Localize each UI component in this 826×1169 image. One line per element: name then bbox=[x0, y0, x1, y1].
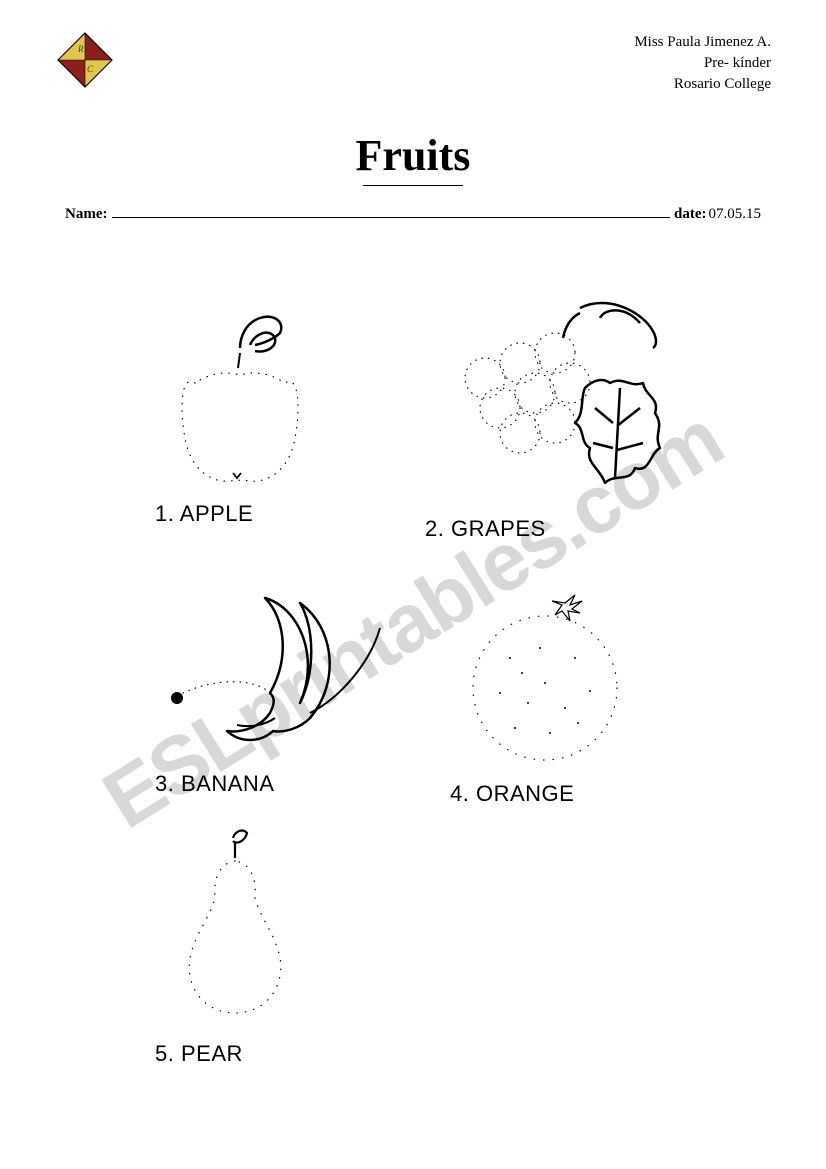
worksheet-area: 1. APPLE 2. GRAPES 3. BANANA bbox=[55, 303, 771, 1103]
logo-letter-c: C bbox=[87, 64, 94, 74]
fruit-item-pear: 5. PEAR bbox=[155, 823, 315, 1067]
fruit-label-orange: 4. ORANGE bbox=[450, 781, 640, 807]
fruit-label-apple: 1. APPLE bbox=[155, 501, 325, 527]
school-logo: R C bbox=[55, 30, 115, 90]
header: R C Miss Paula Jimenez A. Pre- kínder Ro… bbox=[55, 30, 771, 95]
teacher-name: Miss Paula Jimenez A. bbox=[634, 32, 771, 53]
banana-icon bbox=[155, 583, 405, 763]
page-title: Fruits bbox=[55, 130, 771, 181]
header-info: Miss Paula Jimenez A. Pre- kínder Rosari… bbox=[634, 30, 771, 95]
apple-icon bbox=[155, 303, 325, 493]
fruit-item-banana: 3. BANANA bbox=[155, 583, 405, 797]
name-date-row: Name: date: 07.05.15 bbox=[55, 204, 771, 223]
fruit-label-pear: 5. PEAR bbox=[155, 1041, 315, 1067]
name-input-line[interactable] bbox=[112, 204, 671, 218]
fruit-item-apple: 1. APPLE bbox=[155, 303, 325, 527]
title-underline bbox=[363, 185, 463, 186]
pear-icon bbox=[155, 823, 315, 1033]
fruit-item-grapes: 2. GRAPES bbox=[425, 288, 685, 542]
date-label: date: bbox=[674, 206, 707, 223]
school-name: Rosario College bbox=[634, 74, 771, 95]
grapes-icon bbox=[425, 288, 685, 508]
fruit-item-orange: 4. ORANGE bbox=[450, 583, 640, 807]
logo-letter-r: R bbox=[77, 44, 84, 54]
fruit-label-grapes: 2. GRAPES bbox=[425, 516, 685, 542]
name-label: Name: bbox=[65, 206, 108, 223]
date-value: 07.05.15 bbox=[709, 206, 762, 223]
grade-level: Pre- kínder bbox=[634, 53, 771, 74]
orange-icon bbox=[450, 583, 640, 773]
fruit-label-banana: 3. BANANA bbox=[155, 771, 405, 797]
